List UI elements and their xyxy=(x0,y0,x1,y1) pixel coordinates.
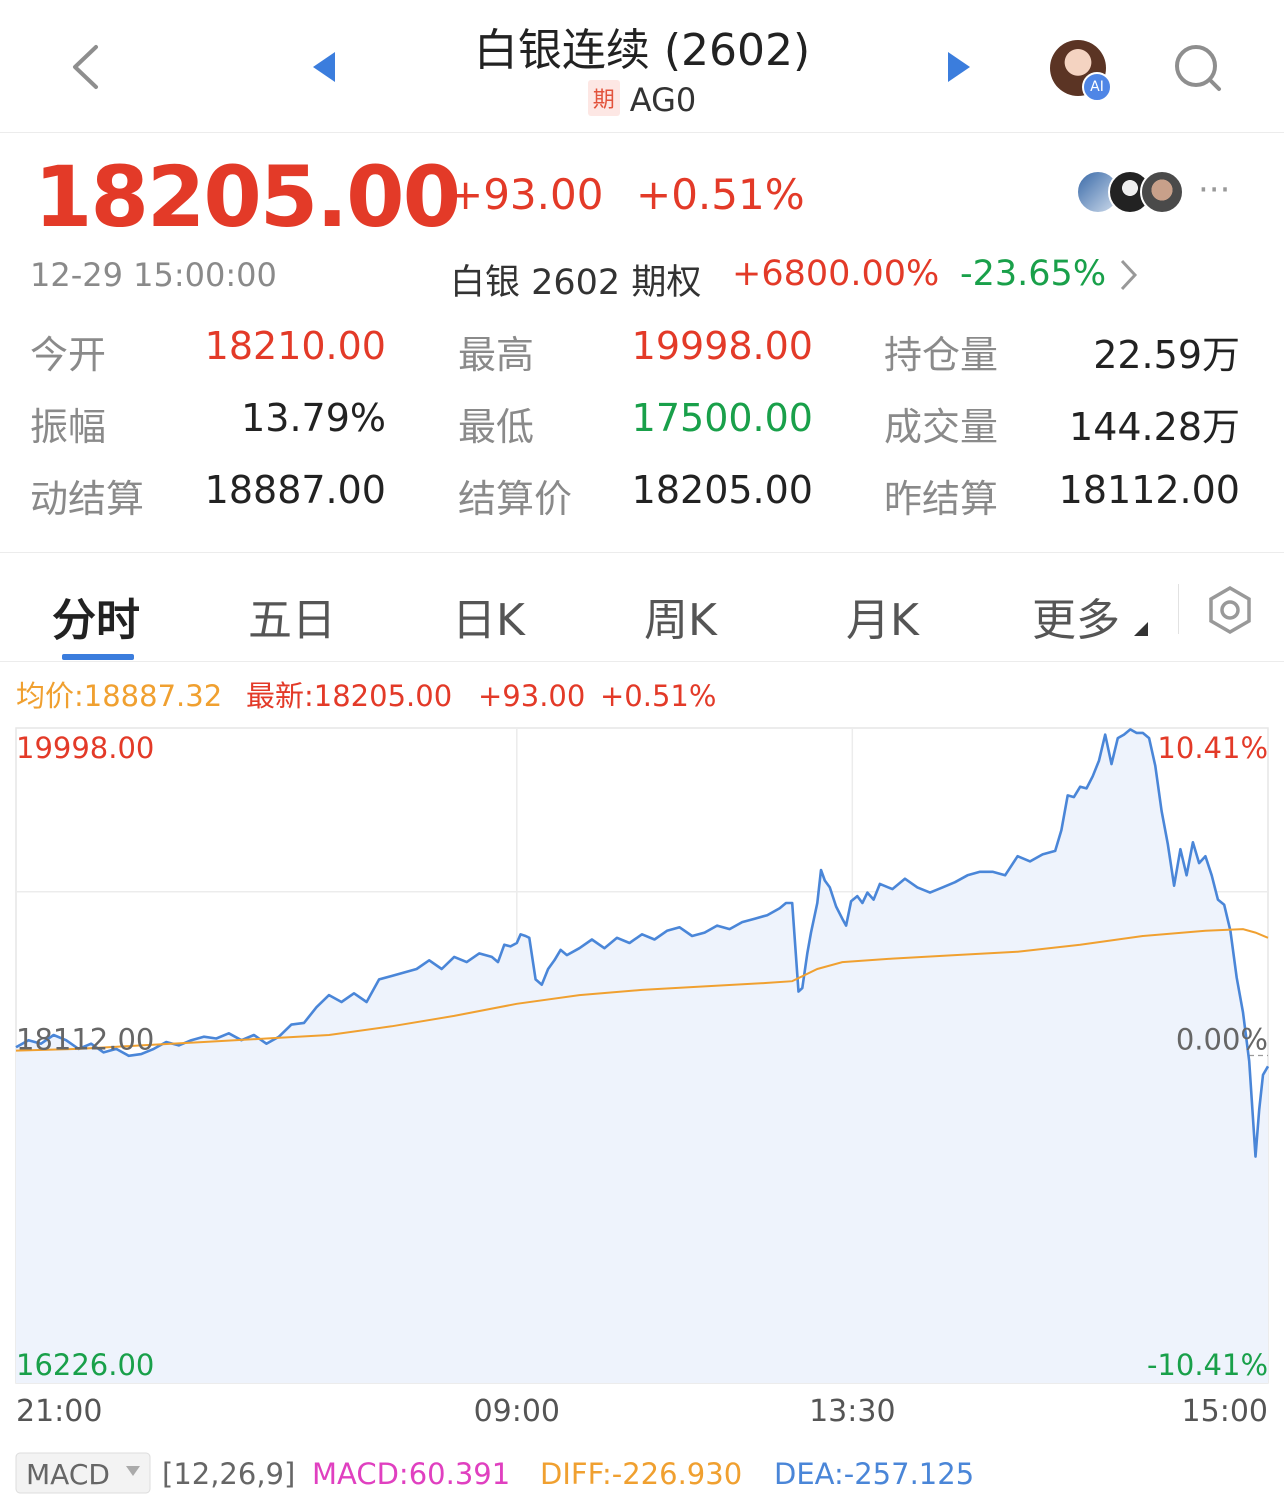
timeshare-chart[interactable]: 均价:18887.32 最新:18205.00 +93.00 +0.51% 19998.… xyxy=(0,660,1284,1508)
macd-params: [12,26,9] xyxy=(162,1457,295,1491)
stat-value: 18112.00 xyxy=(1058,468,1240,512)
pct-label-top: 10.41% xyxy=(1157,731,1268,765)
stat-value: 18210.00 xyxy=(204,324,386,368)
legend-change-pct: +0.51% xyxy=(600,679,716,713)
x-tick-label: 21:00 xyxy=(16,1394,102,1429)
contract-subtitle: 期 AG0 xyxy=(0,80,1284,119)
x-tick-label: 15:00 xyxy=(1182,1394,1268,1429)
stat-label: 今开 xyxy=(30,333,107,377)
stat-label: 最低 xyxy=(458,405,535,449)
price-change: +93.00 xyxy=(448,170,604,219)
y-label-mid: 18112.00 xyxy=(16,1023,154,1057)
prev-contract-icon[interactable] xyxy=(313,52,335,82)
contract-code: AG0 xyxy=(629,81,697,119)
stat-label: 最高 xyxy=(458,333,535,377)
macd-value: MACD:60.391 xyxy=(312,1457,510,1491)
tab-five-day[interactable]: 五日 xyxy=(248,595,336,646)
option-label[interactable]: 白银 2602 期权 xyxy=(450,263,702,303)
x-tick-label: 13:30 xyxy=(809,1394,895,1429)
tab-more[interactable]: 更多 xyxy=(1032,595,1120,646)
active-tab-indicator xyxy=(62,654,134,660)
macd-selector xyxy=(15,1452,151,1494)
dropdown-corner-icon xyxy=(1134,622,1148,636)
futures-badge: 期 xyxy=(587,80,620,116)
tab-divider xyxy=(1178,584,1179,634)
macd-diff: DIFF:-226.930 xyxy=(540,1457,742,1491)
quote-time: 12-29 15:00:00 xyxy=(30,256,277,294)
avg-series-line xyxy=(15,928,1269,1052)
price-change-pct: +0.51% xyxy=(636,170,805,219)
pct-label-bottom: -10.41% xyxy=(1147,1348,1268,1382)
stat-value: 144.28万 xyxy=(1069,405,1240,449)
tab-daily-k[interactable]: 日K xyxy=(452,595,525,646)
ai-badge: AI xyxy=(1082,72,1112,102)
chevron-right-icon[interactable] xyxy=(1118,258,1140,292)
tab-weekly-k[interactable]: 周K xyxy=(644,595,717,646)
stat-value: 18205.00 xyxy=(631,468,813,512)
last-price: 18205.00 xyxy=(34,148,461,246)
top-nav-bar: 白银连续 (2602) 期 AG0 AI xyxy=(0,0,1284,133)
stat-value: 18887.00 xyxy=(204,468,386,512)
contract-title: 白银连续 (2602) xyxy=(473,25,811,76)
x-tick-label: 09:00 xyxy=(474,1394,560,1429)
stat-label: 动结算 xyxy=(30,477,145,521)
stat-label: 成交量 xyxy=(884,405,999,449)
user-avatar-3[interactable] xyxy=(1140,170,1184,214)
y-label-top: 19998.00 xyxy=(16,731,154,765)
option-down: -23.65% xyxy=(960,254,1107,294)
pct-label-mid: 0.00% xyxy=(1176,1023,1268,1057)
stat-label: 结算价 xyxy=(458,477,573,521)
stat-label: 持仓量 xyxy=(884,333,999,377)
chevron-down-icon xyxy=(126,1466,140,1476)
macd-dea: DEA:-257.125 xyxy=(774,1457,974,1491)
settings-icon[interactable] xyxy=(1206,586,1254,634)
stat-value: 19998.00 xyxy=(631,324,813,368)
divider xyxy=(0,552,1284,553)
option-up: +6800.00% xyxy=(732,254,940,294)
legend-change: +93.00 xyxy=(478,679,585,713)
y-label-bottom: 16226.00 xyxy=(16,1348,154,1382)
tab-timeshare[interactable]: 分时 xyxy=(52,595,140,646)
macd-selector-label: MACD xyxy=(26,1458,110,1491)
stat-value: 13.79% xyxy=(241,396,386,440)
next-contract-icon[interactable] xyxy=(948,52,970,82)
legend-last: 最新:18205.00 xyxy=(246,679,452,713)
stat-value: 17500.00 xyxy=(631,396,813,440)
price-series-line xyxy=(15,728,1270,1158)
divider xyxy=(0,661,1284,662)
stat-value: 22.59万 xyxy=(1093,333,1240,377)
more-icon[interactable]: ··· xyxy=(1198,170,1231,210)
back-icon[interactable] xyxy=(70,44,100,90)
legend-avg: 均价:18887.32 xyxy=(16,679,222,713)
search-icon[interactable] xyxy=(1172,42,1224,94)
stat-label: 振幅 xyxy=(30,405,107,449)
price-area xyxy=(16,729,1268,1383)
tab-monthly-k[interactable]: 月K xyxy=(846,595,919,646)
stat-label: 昨结算 xyxy=(884,477,999,521)
